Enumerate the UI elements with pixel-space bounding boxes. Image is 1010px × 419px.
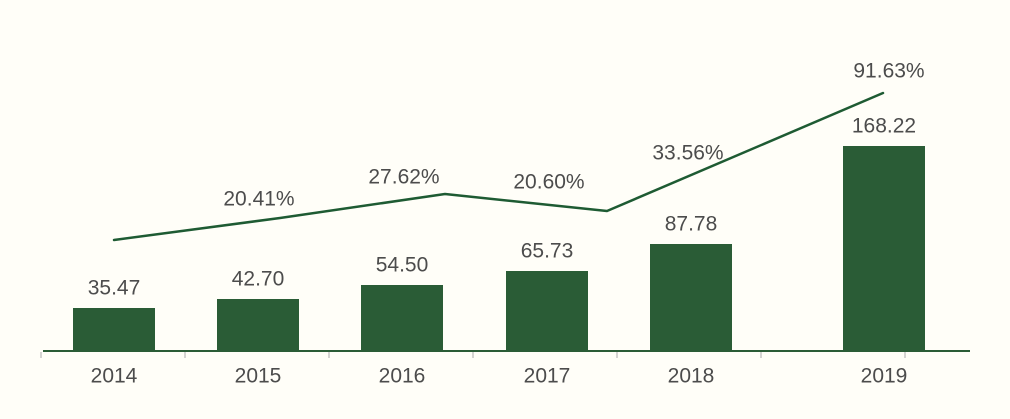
bar-value-label-2018: 87.78	[664, 212, 718, 236]
bar-2016	[361, 285, 443, 350]
bar-2017	[506, 271, 588, 350]
bar-2018	[650, 244, 732, 350]
x-axis-label-2018: 2018	[667, 364, 715, 388]
x-axis-label-2016: 2016	[378, 364, 426, 388]
x-axis-label-2019: 2019	[860, 364, 908, 388]
growth-pct-label-2016: 27.62%	[368, 165, 440, 189]
x-axis-label-2014: 2014	[90, 364, 138, 388]
yoy-growth-line	[112, 91, 885, 242]
bar-2019	[843, 146, 925, 350]
growth-pct-label-2015: 20.41%	[223, 187, 295, 211]
x-axis-label-2017: 2017	[523, 364, 571, 388]
x-axis-label-2015: 2015	[234, 364, 282, 388]
growth-pct-label-2018: 33.56%	[652, 141, 724, 165]
bar-2015	[217, 299, 299, 350]
growth-pct-label-2019: 91.63%	[853, 59, 925, 83]
bar-value-label-2014: 35.47	[87, 276, 141, 300]
bar-value-label-2015: 42.70	[231, 267, 285, 291]
growth-pct-label-2017: 20.60%	[513, 170, 585, 194]
bar-value-label-2019: 168.22	[851, 114, 917, 138]
bar-value-label-2016: 54.50	[375, 253, 429, 277]
bar-value-label-2017: 65.73	[520, 239, 574, 263]
bar-2014	[73, 308, 155, 350]
